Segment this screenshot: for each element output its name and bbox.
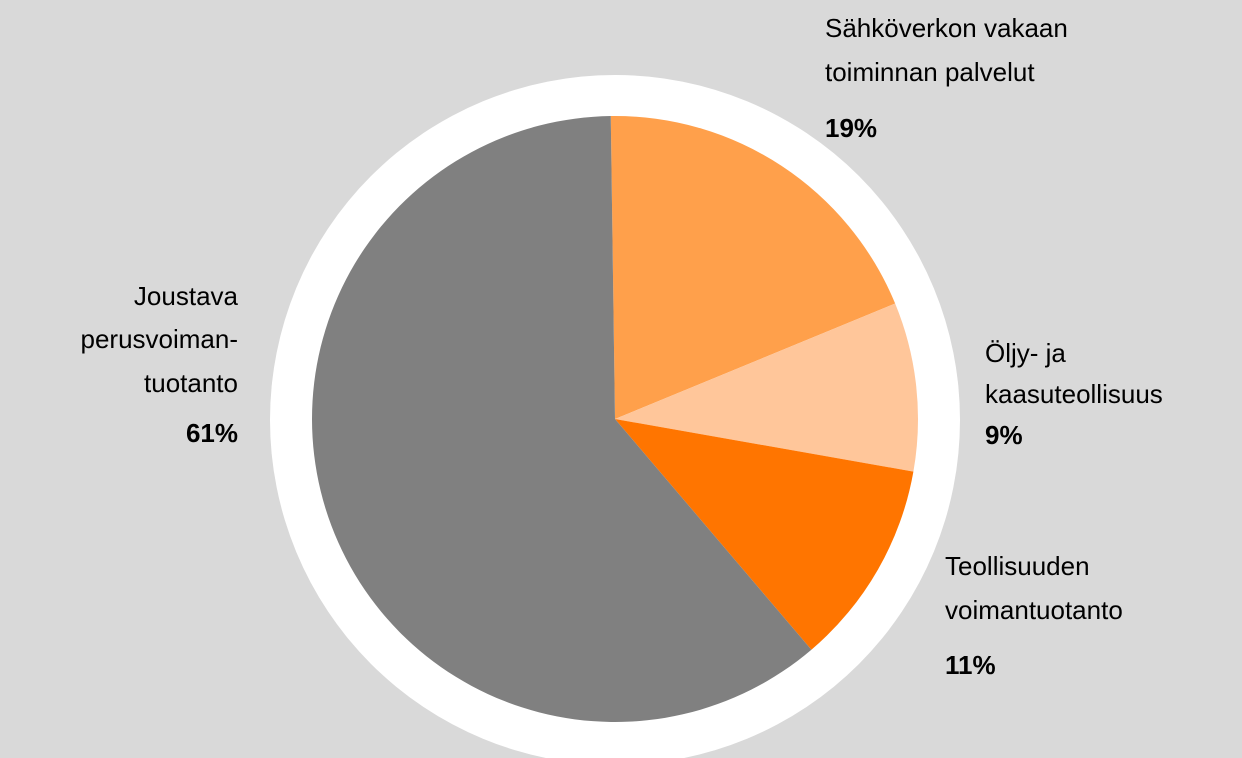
pie-slice	[615, 419, 914, 650]
slice-label: perusvoiman-	[80, 324, 238, 354]
pie-slice	[615, 303, 918, 472]
value-label: 9%	[985, 420, 1023, 450]
slice-label: tuotanto	[144, 368, 238, 398]
slice-label: Sähköverkon vakaan	[825, 13, 1068, 43]
pie-slice	[610, 116, 896, 419]
slice-label: voimantuotanto	[945, 595, 1123, 625]
value-label: 19%	[825, 113, 877, 143]
slice-label: toiminnan palvelut	[825, 57, 1035, 87]
value-label: 61%	[186, 418, 238, 448]
slice-label: kaasuteollisuus	[985, 379, 1163, 409]
value-label: 11%	[945, 650, 996, 680]
slice-label: Teollisuuden	[945, 551, 1090, 581]
slice-label: Joustava	[134, 281, 239, 311]
pie-slice	[312, 116, 812, 723]
slice-label: Öljy- ja	[985, 338, 1066, 368]
